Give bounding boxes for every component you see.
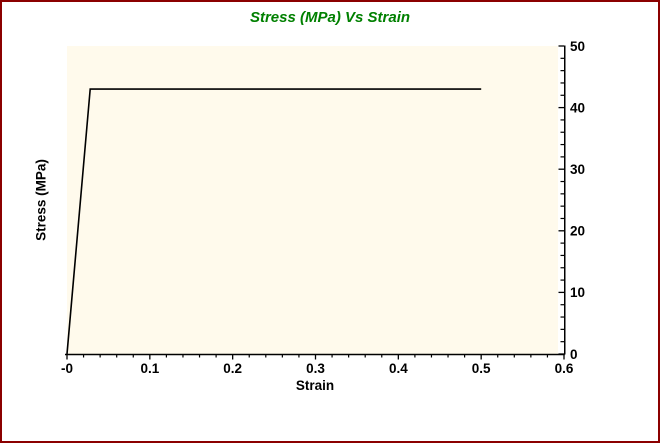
x-tick-label: 0.6 (555, 361, 574, 376)
y-tick-label: 50 (570, 39, 585, 54)
x-tick-label: 0.1 (140, 361, 159, 376)
y-tick-label: 40 (570, 100, 585, 115)
y-tick-label: 10 (570, 285, 585, 300)
chart-title: Stress (MPa) Vs Strain (249, 9, 411, 26)
y-tick-label: 30 (570, 162, 585, 177)
y-tick-label: 20 (570, 224, 585, 239)
stress-strain-curve (66, 88, 482, 355)
x-axis-title: Strain (295, 378, 335, 393)
x-tick-label: 0.3 (306, 361, 325, 376)
x-tick-label: 0.4 (389, 361, 408, 376)
x-tick-label: 0.2 (223, 361, 242, 376)
y-tick-label: 0 (570, 347, 578, 362)
x-tick-label: 0.5 (472, 361, 491, 376)
y-axis-title: Stress (MPa) (33, 159, 49, 241)
x-tick-label: -0 (61, 361, 73, 376)
plot-area (67, 46, 558, 354)
